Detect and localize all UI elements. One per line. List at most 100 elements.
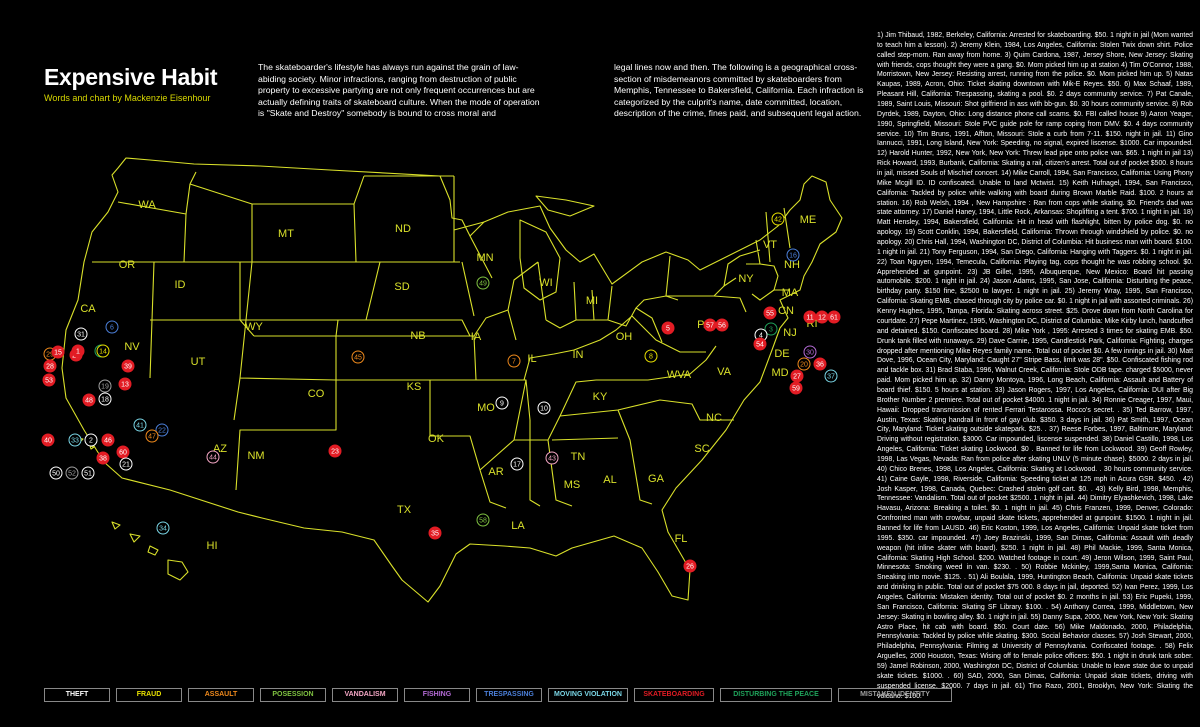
incident-marker-label: 33 xyxy=(71,437,79,444)
state-label-tn: TN xyxy=(571,451,586,463)
incident-marker-label: 56 xyxy=(718,322,726,329)
incident-marker-51: 51 xyxy=(81,466,95,480)
state-label-wva: WVA xyxy=(667,369,692,381)
state-label-or: OR xyxy=(119,259,136,271)
incident-marker-14: 14 xyxy=(96,344,110,358)
incident-marker-label: 4 xyxy=(759,332,763,339)
legend-item-vandalism: VANDALISM xyxy=(332,688,398,702)
incident-marker-label: 35 xyxy=(431,530,439,537)
state-label-ks: KS xyxy=(407,381,422,393)
legend-item-trespassing: TRESPASSING xyxy=(476,688,542,702)
state-label-nj: NJ xyxy=(783,327,796,339)
incident-marker-label: 31 xyxy=(77,331,85,338)
incident-marker-54: 54 xyxy=(753,337,767,351)
incident-marker-52: 52 xyxy=(65,466,79,480)
incident-marker-5: 5 xyxy=(661,321,675,335)
incident-marker-11: 11 xyxy=(803,310,817,324)
incident-marker-label: 12 xyxy=(818,314,826,321)
incident-marker-19: 19 xyxy=(98,379,112,393)
state-label-co: CO xyxy=(308,388,325,400)
incident-marker-12: 12 xyxy=(815,310,829,324)
incident-marker-46: 46 xyxy=(101,433,115,447)
intro-column-2: legal lines now and then. The following … xyxy=(614,62,864,119)
incident-marker-20: 20 xyxy=(797,357,811,371)
incident-marker-label: 61 xyxy=(830,314,838,321)
state-label-ma: MA xyxy=(782,287,799,299)
incident-marker-label: 43 xyxy=(548,455,556,462)
incident-marker-label: 52 xyxy=(68,470,76,477)
state-borders xyxy=(61,157,843,603)
state-label-me: ME xyxy=(800,214,817,226)
incident-marker-55: 55 xyxy=(763,306,777,320)
incident-marker-label: 3 xyxy=(769,326,773,333)
legend-item-mistaken-identity: MISTAKEN IDENTITY xyxy=(838,688,952,702)
incident-marker-7: 7 xyxy=(507,354,521,368)
incident-marker-3: 3 xyxy=(764,322,778,336)
incident-marker-label: 39 xyxy=(124,363,132,370)
incident-marker-35: 35 xyxy=(428,526,442,540)
incident-marker-2: 2 xyxy=(84,433,98,447)
incident-marker-label: 55 xyxy=(766,310,774,317)
incident-marker-label: 6 xyxy=(110,324,114,331)
incident-marker-47: 47 xyxy=(145,429,159,443)
incident-marker-label: 18 xyxy=(101,396,109,403)
state-label-al: AL xyxy=(603,474,616,486)
incident-marker-6: 6 xyxy=(105,320,119,334)
incident-marker-label: 46 xyxy=(104,437,112,444)
incident-marker-label: 58 xyxy=(479,517,487,524)
state-label-ca: CA xyxy=(80,303,96,315)
state-label-in: IN xyxy=(573,349,584,361)
incident-marker-label: 57 xyxy=(706,322,714,329)
incident-marker-label: 29 xyxy=(46,351,54,358)
incident-marker-label: 2 xyxy=(89,437,93,444)
incident-marker-label: 45 xyxy=(354,354,362,361)
state-label-fl: FL xyxy=(675,533,688,545)
legend-item-theft: THEFT xyxy=(44,688,110,702)
incident-marker-label: 14 xyxy=(99,348,107,355)
incident-marker-label: 11 xyxy=(806,314,813,321)
incident-marker-label: 15 xyxy=(54,349,62,356)
incident-marker-26: 26 xyxy=(683,559,697,573)
state-label-nd: ND xyxy=(395,223,411,235)
incident-marker-36: 36 xyxy=(813,357,827,371)
incident-marker-label: 48 xyxy=(85,397,93,404)
state-label-wy: WY xyxy=(245,321,263,333)
incident-marker-label: 60 xyxy=(119,449,127,456)
incident-marker-label: 41 xyxy=(136,422,144,429)
incident-marker-16: 16 xyxy=(786,248,800,262)
incident-marker-38: 38 xyxy=(96,451,110,465)
state-label-cn: CN xyxy=(778,305,794,317)
state-label-nv: NV xyxy=(124,341,140,353)
incident-marker-label: 7 xyxy=(512,358,516,365)
incident-marker-15: 15 xyxy=(51,345,65,359)
state-label-il: IL xyxy=(527,353,536,365)
incident-marker-53: 53 xyxy=(42,373,56,387)
state-label-la: LA xyxy=(511,520,525,532)
incident-marker-label: 26 xyxy=(686,563,694,570)
incident-marker-label: 42 xyxy=(774,216,782,223)
legend-item-skateboarding: SKATEBOARDING xyxy=(634,688,714,702)
incident-marker-label: 50 xyxy=(52,470,60,477)
legend-item-disturbing-the-peace: DISTURBING THE PEACE xyxy=(720,688,832,702)
state-label-wa: WA xyxy=(138,199,156,211)
incident-marker-28: 28 xyxy=(43,359,57,373)
incident-marker-1: 1 xyxy=(71,344,85,358)
incident-marker-40: 40 xyxy=(41,433,55,447)
incident-marker-label: 51 xyxy=(84,470,92,477)
us-map: WAORCAIDNVMTWYUTAZCONMNDSDNBKSOKTXMNIAMO… xyxy=(41,157,843,603)
incident-marker-18: 18 xyxy=(98,392,112,406)
incident-marker-30: 30 xyxy=(803,345,817,359)
byline: Words and chart by Mackenzie Eisenhour xyxy=(44,93,211,103)
incident-marker-label: 49 xyxy=(479,280,487,287)
state-label-va: VA xyxy=(717,366,732,378)
incident-marker-8: 8 xyxy=(644,349,658,363)
state-label-mi: MI xyxy=(586,295,598,307)
incident-marker-label: 10 xyxy=(540,405,548,412)
incident-marker-label: 17 xyxy=(513,461,521,468)
incident-marker-27: 27 xyxy=(790,369,804,383)
incident-marker-58: 58 xyxy=(476,513,490,527)
incident-marker-22: 22 xyxy=(155,423,169,437)
state-label-hi: HI xyxy=(207,540,218,552)
incident-marker-label: 53 xyxy=(45,377,53,384)
state-label-sd: SD xyxy=(394,281,409,293)
